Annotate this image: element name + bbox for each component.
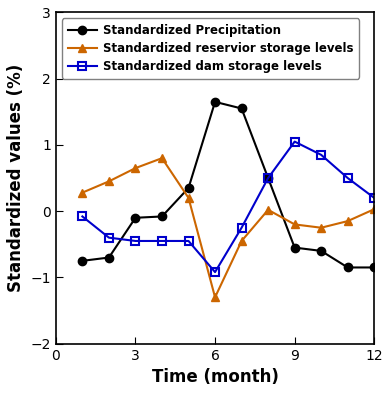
Line: Standardized Precipitation: Standardized Precipitation <box>78 98 378 272</box>
Standardized reservior storage levels <box>160 156 164 160</box>
Standardized dam storage levels <box>346 176 350 180</box>
Standardized reservior storage levels <box>133 166 138 171</box>
X-axis label: Time (month): Time (month) <box>152 368 278 386</box>
Standardized dam storage levels <box>213 270 217 274</box>
Standardized dam storage levels <box>80 214 85 219</box>
Standardized reservior storage levels <box>372 207 377 211</box>
Standardized dam storage levels <box>160 239 164 243</box>
Standardized Precipitation <box>292 245 297 250</box>
Line: Standardized reservior storage levels: Standardized reservior storage levels <box>78 154 378 301</box>
Standardized Precipitation <box>319 248 324 253</box>
Y-axis label: Standardized values (%): Standardized values (%) <box>7 64 25 292</box>
Standardized Precipitation <box>266 176 270 180</box>
Standardized dam storage levels <box>372 196 377 200</box>
Standardized Precipitation <box>80 259 85 263</box>
Standardized dam storage levels <box>319 152 324 157</box>
Standardized Precipitation <box>160 214 164 219</box>
Standardized Precipitation <box>239 106 244 111</box>
Standardized dam storage levels <box>239 225 244 230</box>
Standardized Precipitation <box>372 265 377 270</box>
Standardized Precipitation <box>133 215 138 220</box>
Standardized dam storage levels <box>292 139 297 144</box>
Standardized Precipitation <box>346 265 350 270</box>
Standardized dam storage levels <box>133 239 138 243</box>
Standardized reservior storage levels <box>186 196 191 200</box>
Standardized reservior storage levels <box>106 179 111 184</box>
Standardized reservior storage levels <box>292 222 297 227</box>
Standardized reservior storage levels <box>213 295 217 299</box>
Standardized reservior storage levels <box>319 225 324 230</box>
Standardized Precipitation <box>106 255 111 260</box>
Legend: Standardized Precipitation, Standardized reservior storage levels, Standardized : Standardized Precipitation, Standardized… <box>62 18 360 79</box>
Standardized reservior storage levels <box>346 219 350 224</box>
Standardized Precipitation <box>213 99 217 104</box>
Standardized dam storage levels <box>106 235 111 240</box>
Line: Standardized dam storage levels: Standardized dam storage levels <box>78 138 378 276</box>
Standardized reservior storage levels <box>266 208 270 212</box>
Standardized reservior storage levels <box>80 190 85 195</box>
Standardized reservior storage levels <box>239 239 244 243</box>
Standardized Precipitation <box>186 185 191 190</box>
Standardized dam storage levels <box>266 176 270 180</box>
Standardized dam storage levels <box>186 239 191 243</box>
